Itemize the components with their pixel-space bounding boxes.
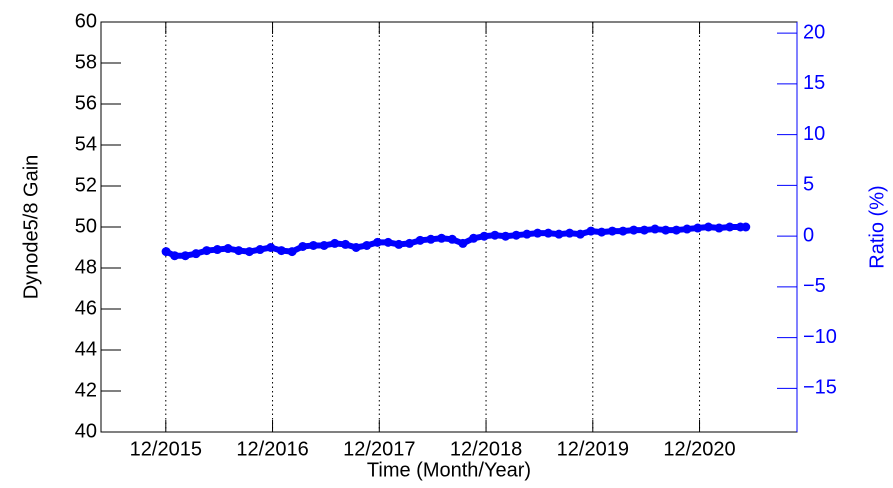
data-point [180, 251, 190, 261]
data-point [469, 233, 479, 243]
data-point [586, 226, 596, 236]
y-tick-label: 40 [75, 420, 97, 442]
data-point [415, 235, 425, 245]
data-point [372, 237, 382, 247]
y-tick-label: 54 [75, 133, 97, 155]
y2-tick-label: −5 [803, 275, 826, 297]
data-point [693, 223, 703, 233]
data-point [458, 238, 468, 248]
y-tick-label: 52 [75, 174, 97, 196]
y-tick-label: 44 [75, 338, 97, 360]
data-point [276, 246, 286, 256]
data-point [308, 240, 318, 250]
data-point [437, 233, 447, 243]
x-tick-label: 12/2017 [343, 438, 415, 460]
y-tick-label: 46 [75, 297, 97, 319]
data-point [447, 234, 457, 244]
data-point [671, 225, 681, 235]
y2-tick-label: 5 [803, 174, 814, 196]
data-point [703, 222, 713, 232]
y2-tick-label: 0 [803, 224, 814, 246]
data-point [170, 251, 180, 261]
y-tick-label: 42 [75, 379, 97, 401]
x-tick-label: 12/2020 [663, 438, 735, 460]
data-point [298, 241, 308, 251]
data-point [287, 247, 297, 257]
y2-tick-label: 20 [803, 21, 825, 43]
data-point [543, 228, 553, 238]
data-point [340, 239, 350, 249]
x-tick-label: 12/2015 [130, 438, 202, 460]
data-point [650, 224, 660, 234]
y2-tick-label: 10 [803, 123, 825, 145]
data-point [394, 239, 404, 249]
y2-axis-label: Ratio (%) [866, 185, 888, 268]
data-point [597, 227, 607, 237]
data-point [682, 224, 692, 234]
data-point [234, 246, 244, 256]
data-point [607, 226, 617, 236]
x-tick-label: 12/2016 [236, 438, 308, 460]
data-point [490, 230, 500, 240]
data-point [351, 243, 361, 252]
data-point [661, 225, 671, 235]
data-point [725, 222, 735, 232]
data-point [618, 226, 628, 236]
data-point [202, 246, 212, 256]
x-tick-label: 12/2018 [450, 438, 522, 460]
data-point [212, 245, 222, 255]
data-point [554, 229, 564, 239]
data-point [266, 243, 276, 252]
data-point [714, 223, 724, 233]
y-tick-label: 50 [75, 215, 97, 237]
y2-tick-label: 15 [803, 72, 825, 94]
y-axis-label: Dynode5/8 Gain [20, 155, 42, 300]
data-point [629, 225, 639, 235]
x-tick-label: 12/2019 [557, 438, 629, 460]
data-point [383, 237, 393, 247]
y-tick-label: 60 [75, 10, 97, 32]
data-point [522, 229, 532, 239]
y-tick-label: 56 [75, 92, 97, 114]
data-point [741, 222, 751, 232]
data-point [362, 240, 372, 250]
data-point [191, 249, 201, 259]
y-tick-label: 48 [75, 256, 97, 278]
data-point [565, 228, 575, 238]
y-tick-label: 58 [75, 51, 97, 73]
data-point [223, 244, 233, 254]
data-point [161, 247, 171, 257]
data-point [511, 230, 521, 240]
data-point [575, 229, 585, 239]
y2-tick-label: −15 [803, 377, 837, 399]
data-point [319, 240, 329, 250]
data-point [479, 231, 489, 241]
data-point [639, 225, 649, 235]
data-point [501, 231, 511, 241]
data-point [405, 238, 415, 248]
y2-tick-label: −10 [803, 326, 837, 348]
data-point [244, 247, 254, 257]
data-point [533, 228, 543, 238]
x-axis-label: Time (Month/Year) [367, 459, 531, 481]
data-point [330, 238, 340, 248]
data-point [255, 245, 265, 255]
data-point [426, 234, 436, 244]
